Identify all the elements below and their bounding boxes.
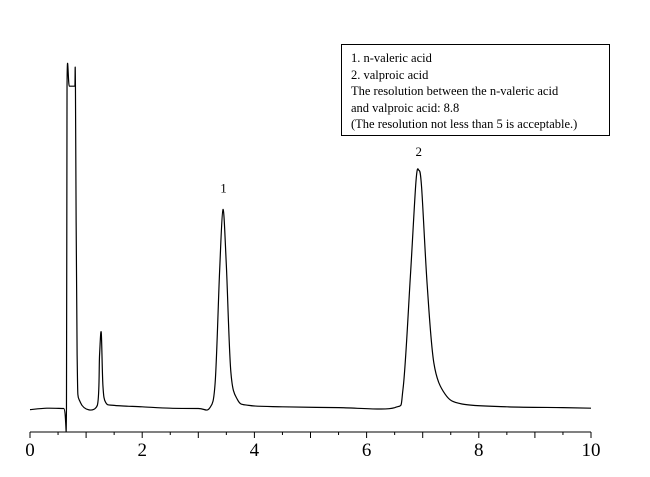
legend-line-peak-1: 1. n-valeric acid [351,51,432,65]
legend-line-acceptance: (The resolution not less than 5 is accep… [351,117,578,131]
peak-annotations: 12 [220,144,422,195]
chromatogram-trace-group [29,62,592,432]
legend-box: 1. n-valeric acid 2. valproic acid The r… [341,44,610,136]
x-tick-label: 4 [250,440,260,461]
chromatogram-trace [29,62,592,432]
x-tick-label: 0 [25,440,35,461]
x-tick-label: 10 [582,440,601,461]
x-axis: 0 2 4 6 8 10 [25,431,601,461]
legend-line-peak-2: 2. valproic acid [351,67,429,82]
legend-line-resolution: The resolution between the n-valeric aci… [351,84,559,98]
x-tick-label: 8 [474,440,484,461]
x-tick-label: 2 [137,440,147,461]
peak-label: 2 [416,144,423,159]
peak-label: 1 [220,181,227,196]
legend-line-resolution-value: and valproic acid: 8.8 [351,100,460,115]
x-tick-label: 6 [362,440,372,461]
